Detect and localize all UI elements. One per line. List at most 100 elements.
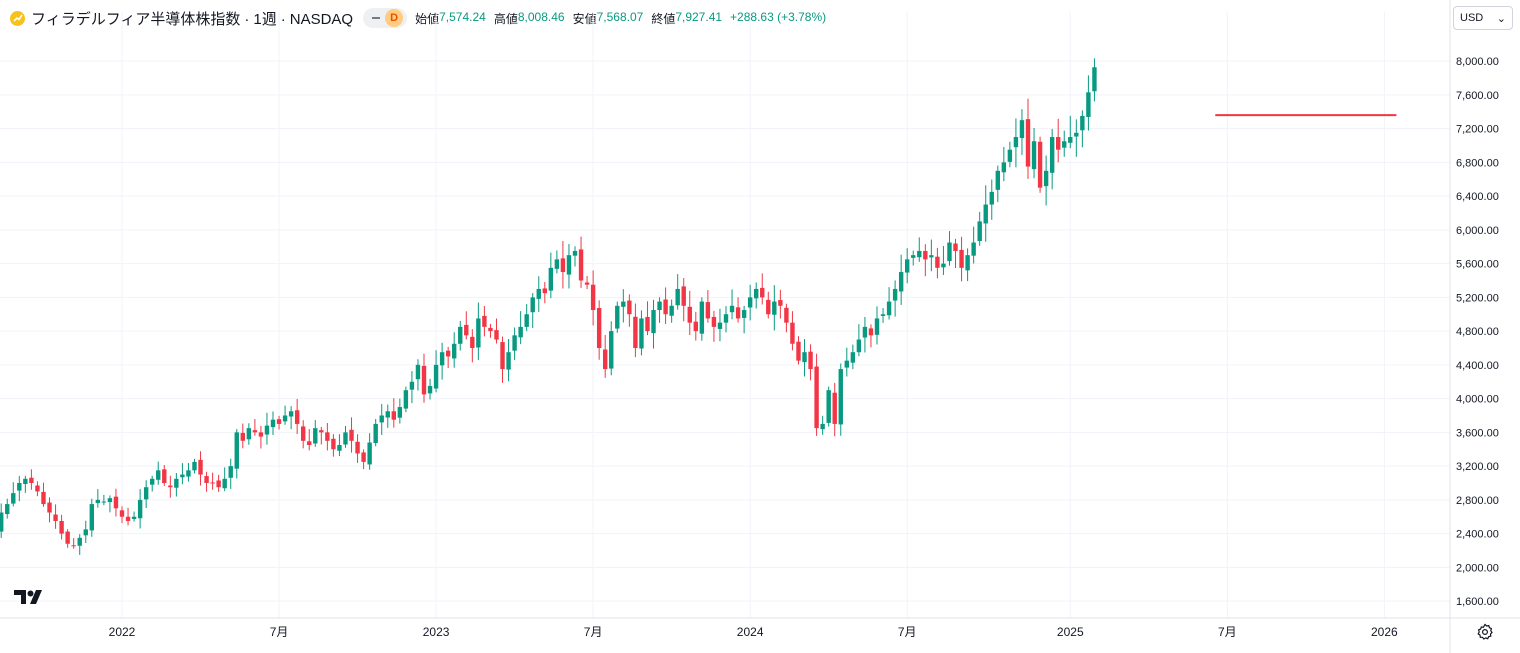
interval-label: 1週 — [253, 10, 277, 28]
candle-body — [59, 520, 64, 534]
candle-body — [325, 432, 330, 441]
candle-body — [989, 191, 994, 205]
y-tick-label: 6,400.00 — [1456, 191, 1499, 203]
candle-body — [627, 300, 632, 315]
candle-body — [953, 243, 958, 251]
candle-body — [1001, 162, 1007, 173]
candle-body — [77, 537, 82, 546]
candle-body — [796, 341, 801, 361]
close-label: 終値 — [651, 11, 676, 26]
candle-body — [131, 516, 137, 519]
y-tick-label: 7,200.00 — [1456, 124, 1499, 136]
candle-body — [826, 390, 831, 423]
candle-body — [530, 297, 535, 313]
candle-body — [282, 415, 288, 422]
candle-body — [1031, 141, 1037, 170]
candle-body — [150, 478, 155, 485]
candle-body — [379, 415, 384, 423]
candle-body — [482, 315, 487, 327]
y-tick-label: 7,600.00 — [1456, 90, 1499, 102]
x-tick-label: 2025 — [1057, 625, 1084, 639]
candle-body — [850, 352, 856, 363]
candle-body — [971, 242, 976, 256]
candle-body — [331, 438, 336, 450]
low-label: 安値 — [572, 11, 597, 26]
x-tick-label: 7月 — [584, 625, 603, 639]
candle-body — [977, 221, 982, 241]
symbol-name: フィラデルフィア半導体株指数 — [31, 10, 241, 28]
candle-body — [23, 478, 28, 485]
exchange-label: NASDAQ — [289, 10, 354, 28]
market-status-pill[interactable]: D — [363, 8, 408, 28]
candle-body — [959, 249, 964, 268]
y-tick-label: 1,600.00 — [1456, 596, 1499, 608]
candle-body — [766, 299, 771, 315]
candle-body — [802, 352, 807, 363]
candle-body — [554, 259, 560, 269]
candle-body — [288, 411, 294, 417]
candle-body — [1092, 67, 1097, 92]
tradingview-logo-icon[interactable] — [14, 588, 48, 606]
candle-body — [923, 250, 928, 260]
candle-body — [246, 428, 252, 440]
candle-body — [433, 364, 439, 389]
candle-body — [651, 310, 656, 334]
candle-body — [101, 501, 107, 503]
candle-body — [385, 411, 390, 418]
candle-body — [935, 256, 940, 268]
candle-body — [838, 369, 843, 425]
candle-body — [264, 425, 270, 435]
candle-body — [645, 316, 650, 332]
candle-body — [892, 288, 898, 301]
candle-body — [349, 429, 354, 441]
gear-icon[interactable] — [1476, 623, 1494, 641]
candle-body — [452, 343, 457, 359]
y-tick-label: 3,600.00 — [1456, 427, 1499, 439]
candle-body — [125, 516, 131, 521]
candle-body — [258, 432, 264, 437]
candle-body — [313, 428, 318, 444]
candle-body — [470, 336, 475, 348]
candle-body — [186, 470, 191, 477]
candle-body — [307, 441, 312, 446]
candle-body — [107, 498, 113, 503]
candle-body — [995, 170, 1000, 190]
candle-body — [639, 318, 644, 349]
candle-body — [929, 255, 934, 258]
candle-body — [1074, 132, 1079, 137]
candle-body — [572, 250, 578, 256]
change-value: +288.63 (+3.78%) — [730, 9, 827, 24]
x-tick-label: 2024 — [737, 625, 764, 639]
y-tick-label: 2,000.00 — [1456, 562, 1499, 574]
candle-body — [427, 385, 433, 394]
candle-body — [844, 360, 849, 368]
low-value: 7,568.07 — [596, 9, 644, 24]
up-trend-icon — [10, 10, 25, 26]
y-tick-label: 8,000.00 — [1456, 56, 1499, 68]
candle-body — [1007, 149, 1013, 162]
candle-body — [596, 307, 602, 348]
candle-body — [675, 288, 680, 306]
open-value: 7,574.24 — [439, 9, 486, 24]
symbol-title[interactable]: フィラデルフィア半導体株指数 · 1週 · NASDAQ — [31, 10, 354, 28]
candle-body — [1086, 92, 1091, 117]
candle-body — [609, 331, 614, 369]
candle-body — [210, 482, 215, 484]
candle-body — [681, 286, 686, 306]
candle-body — [397, 407, 403, 418]
candle-body — [965, 255, 970, 271]
candle-body — [222, 478, 227, 489]
currency-selector[interactable]: USD ⌄ — [1453, 6, 1513, 30]
candle-body — [856, 339, 862, 353]
candle-body — [947, 242, 952, 262]
candle-body — [240, 432, 245, 441]
candle-body — [524, 314, 529, 327]
candle-body — [754, 288, 759, 299]
candle-body — [560, 258, 566, 273]
candle-body — [137, 499, 143, 519]
candle-body — [143, 487, 149, 500]
candle-body — [270, 419, 276, 428]
candle-body — [760, 287, 765, 298]
x-tick-label: 7月 — [270, 625, 289, 639]
